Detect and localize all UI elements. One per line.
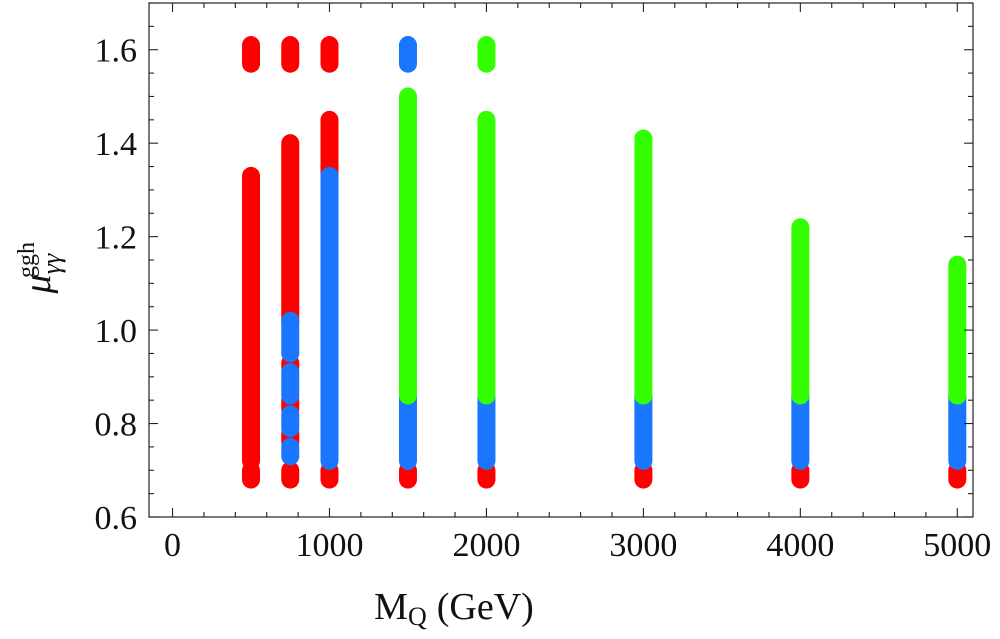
y-tick-label: 1.0	[95, 313, 138, 350]
x-tick-label: 4000	[766, 527, 834, 564]
y-axis-title: μ γγ ggh	[14, 242, 66, 295]
data-point-red-500-2	[242, 461, 261, 489]
data-point-green-2000-1	[477, 36, 496, 73]
axis-ticks	[149, 2, 973, 518]
data-point-blue-2000-7	[477, 386, 496, 470]
plot-frame	[148, 2, 974, 518]
x-tick-label: 2000	[452, 527, 520, 564]
x-tick-labels: 0 1000 2000 3000 4000 5000	[164, 527, 991, 564]
data-point-blue-750-2	[281, 405, 300, 438]
x-axis-title: MQ (GeV)	[374, 586, 534, 631]
y-tick-label: 1.4	[95, 126, 138, 163]
data-point-red-500-1	[242, 166, 261, 470]
data-points	[242, 36, 967, 489]
data-point-blue-750-0	[281, 311, 300, 363]
data-point-green-3000-3	[634, 129, 653, 405]
x-tick-label: 1000	[295, 527, 363, 564]
data-point-red-750-3	[281, 36, 300, 73]
data-point-blue-3000-8	[634, 386, 653, 470]
data-point-red-1000-9	[320, 36, 339, 73]
x-tick-label: 3000	[609, 527, 677, 564]
data-point-blue-1500-6	[398, 386, 417, 470]
y-axis-symbol: μ	[17, 274, 59, 294]
x-tick-label: 0	[164, 527, 181, 564]
data-point-green-1500-0	[398, 87, 417, 405]
data-point-blue-5000-10	[948, 386, 967, 470]
y-tick-labels: 0.6 0.8 1.0 1.2 1.4 1.6	[95, 33, 138, 537]
data-point-blue-750-3	[281, 437, 300, 466]
data-point-red-500-0	[242, 36, 261, 73]
x-axis-unit: (GeV)	[437, 586, 534, 628]
data-point-blue-1000-4	[320, 166, 339, 470]
y-tick-label: 0.6	[95, 500, 138, 537]
data-point-blue-1500-5	[398, 36, 417, 73]
data-point-red-1000-10	[320, 110, 339, 185]
y-tick-label: 0.8	[95, 407, 138, 444]
y-axis-superscript: ggh	[14, 242, 40, 278]
data-point-red-750-8	[281, 461, 300, 489]
y-tick-label: 1.2	[95, 220, 138, 257]
data-point-blue-4000-9	[791, 386, 810, 470]
data-point-green-4000-4	[791, 218, 810, 405]
y-tick-label: 1.6	[95, 33, 138, 70]
data-point-green-5000-5	[948, 255, 967, 405]
x-tick-label: 5000	[923, 527, 991, 564]
data-point-blue-750-1	[281, 363, 300, 405]
y-axis-subscript: γγ	[37, 253, 66, 274]
data-point-red-750-4	[281, 134, 300, 330]
data-point-green-2000-2	[477, 110, 496, 405]
x-axis-subscript: Q	[408, 602, 427, 631]
x-axis-symbol: M	[374, 586, 408, 628]
